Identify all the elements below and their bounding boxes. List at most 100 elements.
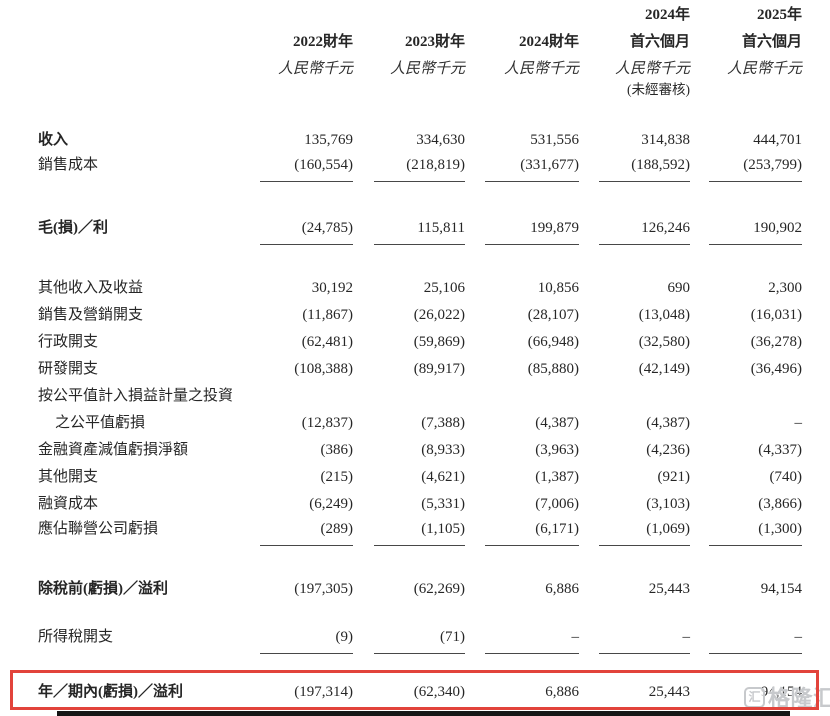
- row-label-cell: 按公平值計入損益計量之投資: [38, 383, 260, 410]
- row-label: 所得稅開支: [38, 629, 114, 645]
- column-note: [260, 78, 353, 103]
- header-label-spacer: [38, 78, 260, 103]
- table-row: 應佔聯營公司虧損 (289) (1,105) (6,171) (1,069) (1,300…: [38, 518, 802, 550]
- cell-value: (160,554): [260, 154, 353, 182]
- header-label-spacer: [38, 24, 260, 51]
- value-cell: (740): [690, 464, 803, 491]
- cell-value: 6,886: [545, 581, 579, 597]
- column-period: 2022財年: [292, 34, 353, 50]
- cell-value: (215): [320, 469, 354, 485]
- column-note: [690, 78, 802, 103]
- table-row: 金融資產減值虧損淨額 (386) (8,933) (3,963) (4,236) (4,3…: [38, 437, 802, 464]
- value-cell: 531,556: [465, 127, 579, 154]
- value-cell: 135,769: [260, 127, 353, 154]
- row-label: 年／期內(虧損)／溢利: [38, 684, 183, 700]
- row-label-cell: 之公平值虧損: [38, 410, 260, 437]
- column-year: 2024年: [644, 7, 690, 23]
- cell-value: (26,022): [413, 307, 465, 323]
- value-cell: –: [690, 410, 803, 437]
- cell-value: (188,592): [599, 154, 690, 182]
- spacer-row: [38, 550, 802, 576]
- row-label-cell: 除稅前(虧損)／溢利: [38, 576, 260, 603]
- table-row: 年／期內(虧損)／溢利 (197,314) (62,340) 6,886 25,443 9…: [38, 674, 802, 710]
- cell-value: 314,838: [641, 132, 690, 148]
- value-cell: (253,799): [690, 154, 802, 186]
- table-row: 銷售及營銷開支 (11,867) (26,022) (28,107) (13,048) (…: [38, 302, 802, 329]
- cell-value: 94,154: [760, 684, 802, 700]
- value-cell: 334,630: [353, 127, 465, 154]
- cell-value: 444,701: [753, 132, 802, 148]
- cell-value: 94,154: [760, 581, 802, 597]
- value-cell: (1,387): [465, 464, 579, 491]
- cell-value: 30,192: [311, 280, 353, 296]
- income-statement-table: 2024年 2025年 2022財年 2023財年 2024財年 首六個月 首六個月 人民幣千…: [38, 0, 802, 710]
- cell-value: (4,337): [758, 442, 802, 458]
- spacer-cell: [38, 249, 802, 275]
- cell-value: (4,236): [646, 442, 690, 458]
- table-header: 2024年 2025年 2022財年 2023財年 2024財年 首六個月 首六個月 人民幣千…: [38, 0, 802, 103]
- row-label-cell: 銷售成本: [38, 154, 260, 186]
- cell-value: –: [794, 415, 803, 431]
- value-cell: (289): [260, 518, 353, 550]
- value-cell: (197,314): [260, 674, 353, 710]
- cell-value: (1,069): [599, 518, 690, 546]
- value-cell: (62,269): [353, 576, 465, 603]
- cell-value: (386): [320, 442, 354, 458]
- table-row: 之公平值虧損 (12,837) (7,388) (4,387) (4,387) –: [38, 410, 802, 437]
- cell-value: (36,278): [750, 334, 802, 350]
- cell-value: (1,105): [374, 518, 465, 546]
- row-label: 收入: [38, 132, 69, 148]
- table-row: 其他收入及收益 30,192 25,106 10,856 690 2,300: [38, 275, 802, 302]
- column-period: 2023財年: [404, 34, 465, 50]
- value-cell: (160,554): [260, 154, 353, 186]
- value-cell: (108,388): [260, 356, 353, 383]
- column-period: 2024財年: [518, 34, 579, 50]
- value-cell: 6,886: [465, 674, 579, 710]
- cell-value: (85,880): [527, 361, 579, 377]
- column-year: [353, 0, 465, 24]
- value-cell: (1,300): [690, 518, 802, 550]
- cell-value: 10,856: [537, 280, 579, 296]
- row-label: 銷售成本: [38, 157, 99, 173]
- row-label-cell: 融資成本: [38, 491, 260, 518]
- table-row: 行政開支 (62,481) (59,869) (66,948) (32,580) (36,…: [38, 329, 802, 356]
- cell-value: (253,799): [709, 154, 802, 182]
- value-cell: (11,867): [260, 302, 353, 329]
- cell-value: (331,677): [485, 154, 579, 182]
- header-label-spacer: [38, 51, 260, 78]
- value-cell: (4,387): [579, 410, 690, 437]
- column-unit: 人民幣千元: [726, 61, 802, 77]
- spacer-cell: [38, 603, 802, 626]
- table-row: 所得稅開支 (9) (71) – – –: [38, 626, 802, 658]
- row-label: 按公平值計入損益計量之投資: [38, 388, 234, 404]
- cell-value: (89,917): [413, 361, 465, 377]
- value-cell: (1,105): [353, 518, 465, 550]
- row-label-cell: 所得稅開支: [38, 626, 260, 658]
- value-cell: (12,837): [260, 410, 353, 437]
- cell-value: (8,933): [421, 442, 465, 458]
- bottom-rule: [57, 711, 790, 716]
- column-unit: 人民幣千元: [614, 61, 690, 77]
- row-label: 融資成本: [38, 496, 99, 512]
- table-row: 毛(損)／利 (24,785) 115,811 199,879 126,246 190,9…: [38, 217, 802, 249]
- header-row: (未經審核): [38, 78, 802, 103]
- value-cell: 94,154: [690, 674, 802, 710]
- cell-value: (740): [769, 469, 803, 485]
- value-cell: (4,387): [465, 410, 579, 437]
- cell-value: –: [599, 626, 690, 654]
- value-cell: (66,948): [465, 329, 579, 356]
- row-label: 其他開支: [38, 469, 99, 485]
- cell-value: –: [485, 626, 579, 654]
- spacer-row: [38, 186, 802, 217]
- value-cell: (9): [260, 626, 353, 658]
- cell-value: 135,769: [304, 132, 353, 148]
- value-cell: [690, 383, 802, 410]
- cell-value: (197,305): [294, 581, 353, 597]
- cell-value: 25,443: [648, 684, 690, 700]
- column-note: [353, 78, 465, 103]
- value-cell: 2,300: [690, 275, 802, 302]
- value-cell: (4,337): [690, 437, 802, 464]
- row-label: 行政開支: [38, 334, 99, 350]
- cell-value: 115,811: [374, 217, 465, 245]
